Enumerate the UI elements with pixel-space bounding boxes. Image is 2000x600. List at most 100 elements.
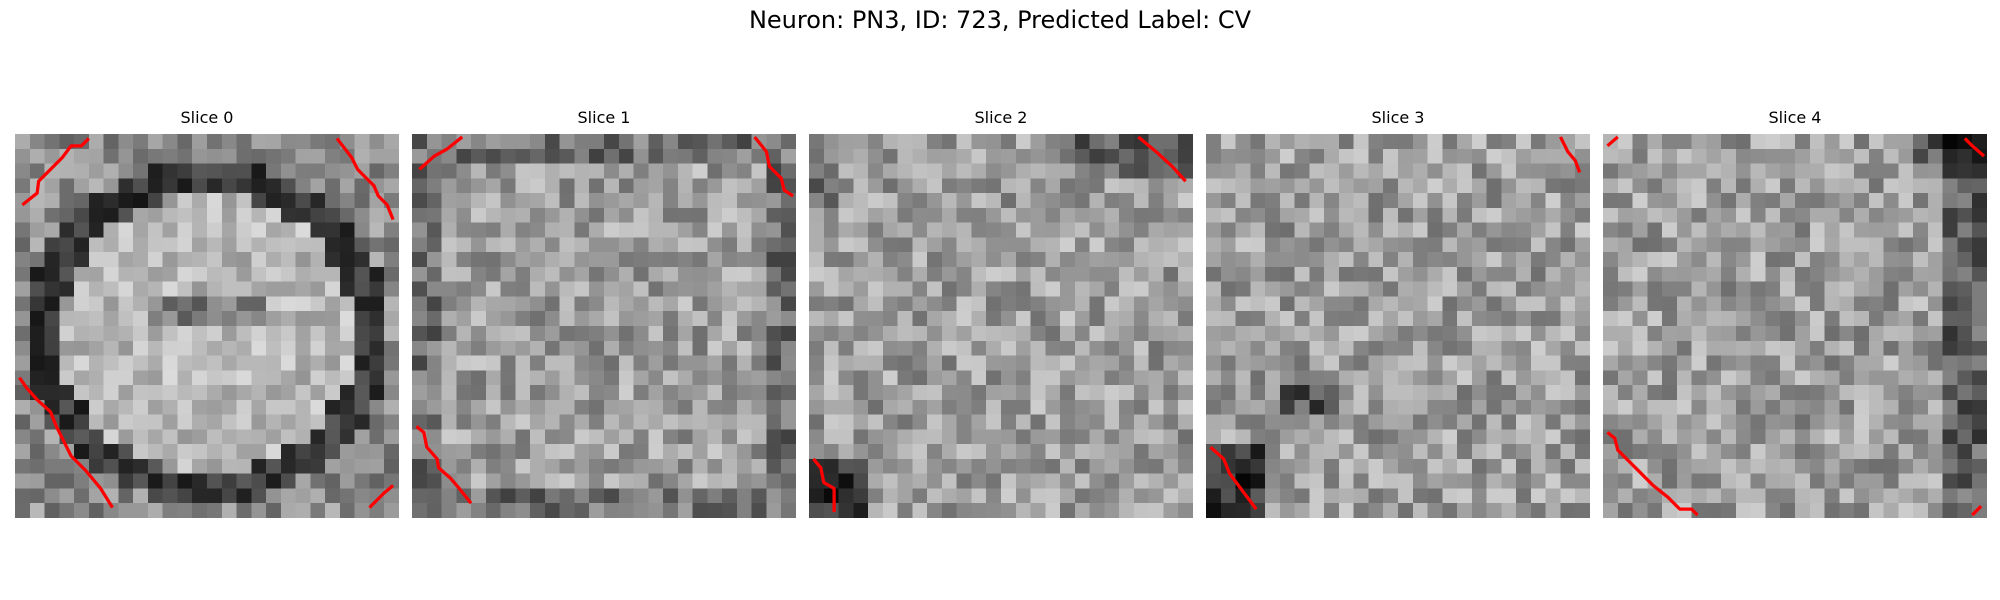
pixel xyxy=(1148,503,1164,518)
pixel xyxy=(1780,326,1796,342)
pixel xyxy=(1486,370,1502,386)
pixel xyxy=(1442,281,1458,297)
pixel xyxy=(1824,207,1840,223)
pixel xyxy=(677,355,693,371)
pixel xyxy=(1735,237,1751,253)
pixel xyxy=(1898,429,1914,445)
pixel xyxy=(15,488,31,504)
pixel xyxy=(1617,385,1633,401)
pixel xyxy=(1913,207,1929,223)
pixel xyxy=(1442,178,1458,194)
pixel xyxy=(1383,178,1399,194)
pixel xyxy=(266,134,282,150)
pixel xyxy=(1501,429,1517,445)
pixel xyxy=(412,399,428,415)
pixel xyxy=(15,326,31,342)
pixel xyxy=(633,429,649,445)
pixel xyxy=(868,237,884,253)
pixel xyxy=(781,444,796,460)
pixel xyxy=(677,148,693,164)
pixel xyxy=(1516,222,1532,238)
pixel xyxy=(941,207,957,223)
pixel xyxy=(823,488,839,504)
pixel xyxy=(559,444,575,460)
pixel xyxy=(1119,503,1135,518)
pixel xyxy=(280,281,296,297)
pixel xyxy=(648,237,664,253)
pixel xyxy=(369,370,385,386)
pixel xyxy=(1617,355,1633,371)
pixel xyxy=(1839,473,1855,489)
pixel xyxy=(838,488,854,504)
pixel xyxy=(823,134,839,150)
pixel xyxy=(1913,281,1929,297)
pixel xyxy=(500,414,516,430)
pixel xyxy=(1045,458,1061,474)
pixel xyxy=(1706,326,1722,342)
pixel xyxy=(1104,458,1120,474)
pixel xyxy=(559,311,575,327)
pixel xyxy=(663,266,679,282)
pixel xyxy=(1089,148,1105,164)
pixel xyxy=(221,399,237,415)
pixel xyxy=(633,178,649,194)
pixel xyxy=(1735,340,1751,356)
pixel xyxy=(1809,355,1825,371)
pixel xyxy=(1765,458,1781,474)
pixel xyxy=(103,222,119,238)
pixel xyxy=(1235,429,1251,445)
pixel xyxy=(912,148,928,164)
pixel xyxy=(971,222,987,238)
pixel xyxy=(692,429,708,445)
pixel xyxy=(1942,503,1958,518)
pixel xyxy=(192,163,208,179)
pixel xyxy=(1104,148,1120,164)
pixel xyxy=(1294,311,1310,327)
pixel xyxy=(471,355,487,371)
pixel xyxy=(103,340,119,356)
pixel xyxy=(1575,178,1590,194)
pixel xyxy=(1235,222,1251,238)
pixel xyxy=(1662,488,1678,504)
pixel xyxy=(147,311,163,327)
pixel xyxy=(589,222,605,238)
pixel xyxy=(325,444,341,460)
pixel xyxy=(882,340,898,356)
pixel xyxy=(1545,385,1561,401)
pixel xyxy=(1927,326,1943,342)
pixel xyxy=(1516,488,1532,504)
pixel xyxy=(1163,311,1179,327)
pixel xyxy=(1691,163,1707,179)
pixel xyxy=(1765,148,1781,164)
pixel xyxy=(1220,385,1236,401)
contour-line xyxy=(368,484,395,509)
pixel xyxy=(574,163,590,179)
pixel xyxy=(663,326,679,342)
pixel xyxy=(515,237,531,253)
pixel xyxy=(722,340,738,356)
pixel xyxy=(471,340,487,356)
pixel xyxy=(1015,222,1031,238)
pixel xyxy=(1235,252,1251,268)
pixel xyxy=(648,281,664,297)
pixel xyxy=(823,148,839,164)
pixel xyxy=(485,488,501,504)
pixel xyxy=(29,414,45,430)
contour-line xyxy=(1963,137,1986,158)
pixel xyxy=(882,296,898,312)
pixel xyxy=(1913,370,1929,386)
pixel xyxy=(325,503,341,518)
pixel xyxy=(1854,473,1870,489)
pixel xyxy=(1809,399,1825,415)
slice-panel: Slice 4 xyxy=(1603,108,1987,518)
pixel xyxy=(1427,281,1443,297)
pixel xyxy=(236,503,252,518)
pixel xyxy=(266,266,282,282)
pixel xyxy=(897,207,913,223)
pixel xyxy=(1119,444,1135,460)
pixel xyxy=(1632,207,1648,223)
pixel xyxy=(1662,237,1678,253)
pixel xyxy=(1294,148,1310,164)
pixel xyxy=(1868,163,1884,179)
pixel xyxy=(1412,266,1428,282)
